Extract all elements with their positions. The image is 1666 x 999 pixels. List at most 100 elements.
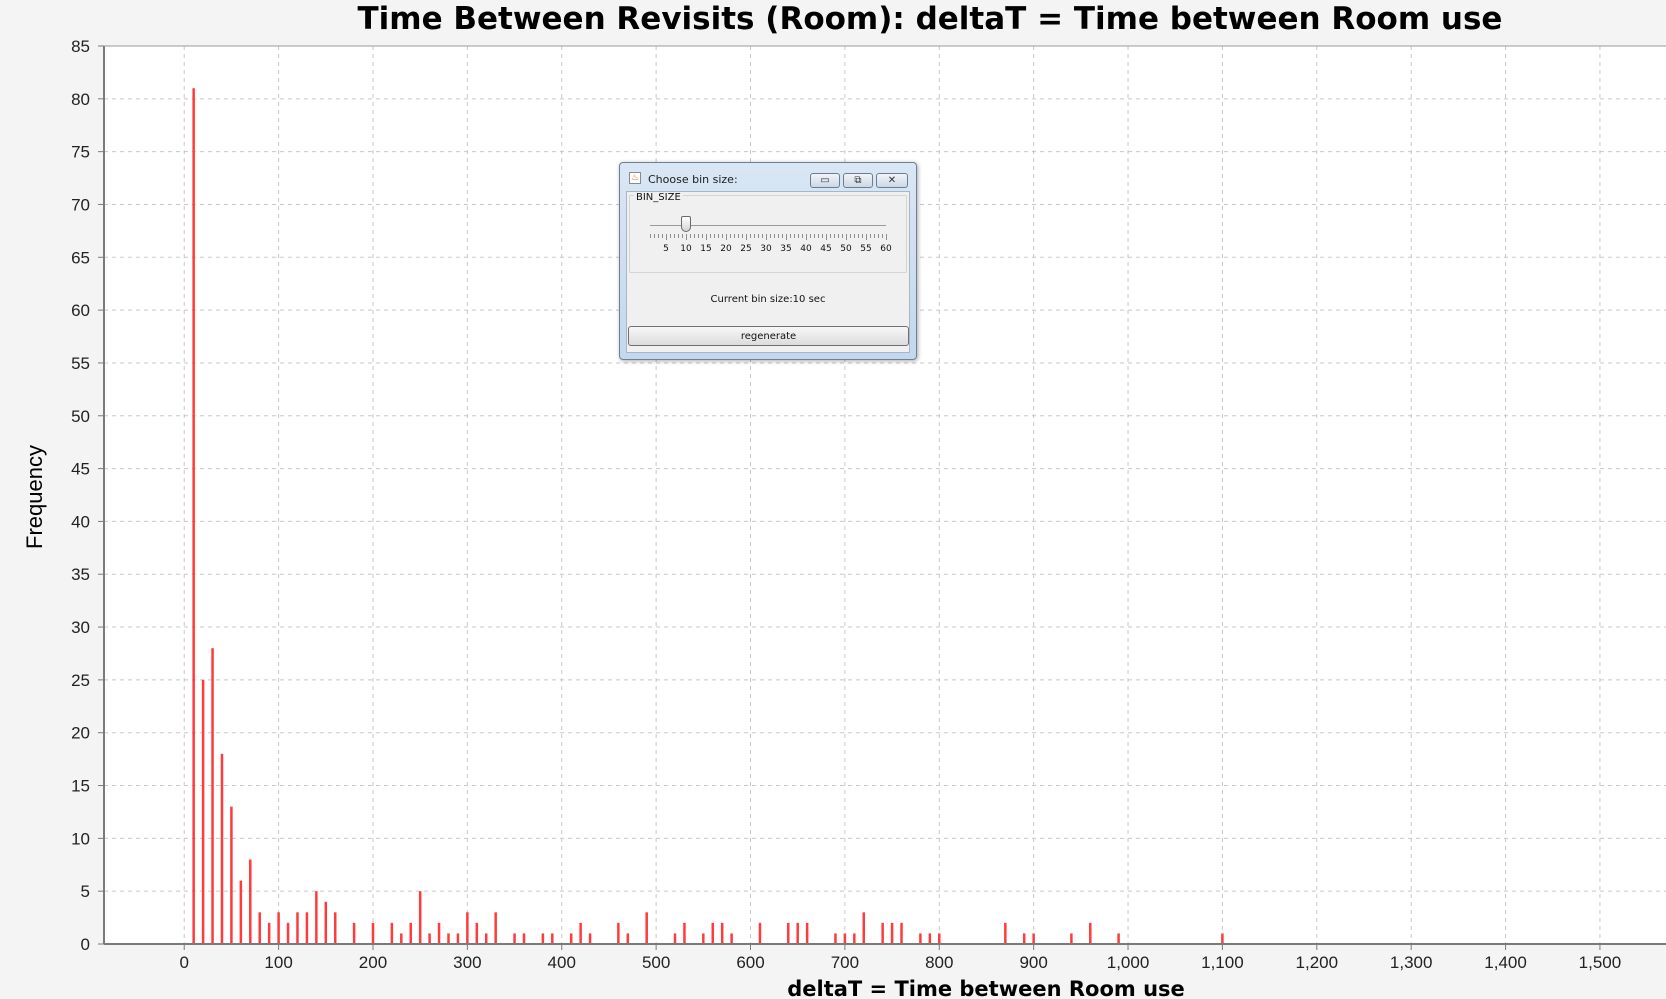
slider-tick-label: 5: [663, 244, 669, 254]
slider-tick: [678, 234, 679, 238]
x-tick-label: 400: [548, 953, 576, 972]
slider-tick: [818, 234, 819, 238]
slider-tick: [842, 234, 843, 238]
bar: [579, 922, 582, 944]
bar: [551, 933, 554, 944]
slider-tick: [838, 234, 839, 238]
bar: [456, 933, 460, 944]
bar: [645, 912, 648, 944]
slider-tick: [674, 234, 675, 238]
y-tick-label: 65: [71, 248, 90, 267]
slider-tick-label: 20: [720, 244, 732, 254]
y-axis-title: Frequency: [22, 445, 47, 549]
slider-tick: [830, 234, 831, 238]
bar: [437, 922, 441, 944]
bar: [588, 933, 592, 944]
slider-tick: [866, 234, 867, 240]
regenerate-button[interactable]: regenerate: [628, 326, 909, 346]
x-tick-label: 1,400: [1484, 953, 1527, 972]
bar: [277, 912, 280, 944]
slider-tick: [850, 234, 851, 238]
slider-tick: [746, 234, 747, 240]
bar: [541, 933, 545, 944]
slider-tick: [882, 234, 883, 238]
bar: [484, 933, 488, 944]
bar: [513, 933, 516, 944]
minimize-icon: ▭: [820, 175, 830, 186]
slider-tick: [766, 234, 767, 240]
bar: [267, 922, 271, 944]
slider-thumb[interactable]: [681, 216, 691, 232]
slider-tick: [750, 234, 751, 238]
bar: [305, 912, 309, 944]
slider-tick: [878, 234, 879, 238]
bar: [805, 922, 809, 944]
y-tick-label: 30: [71, 618, 90, 637]
slider-tick: [754, 234, 755, 238]
slider-tick: [806, 234, 807, 240]
bar: [853, 933, 856, 944]
bar: [400, 933, 403, 944]
bar: [834, 933, 837, 944]
slider-tick-label: 35: [780, 244, 792, 254]
x-tick-label: 0: [179, 953, 188, 972]
slider-tick: [858, 234, 859, 238]
axes: [103, 45, 1666, 945]
slider-tick: [650, 234, 651, 238]
bar: [324, 901, 328, 944]
bar: [466, 912, 469, 944]
slider-tick: [886, 234, 887, 240]
slider-tick: [706, 234, 707, 240]
bar: [1070, 933, 1073, 944]
slider-tick: [790, 234, 791, 238]
y-tick-label: 50: [71, 407, 90, 426]
bar: [1032, 933, 1035, 944]
x-tick-label: 1,100: [1201, 953, 1244, 972]
x-tick-label: 200: [359, 953, 387, 972]
slider-track[interactable]: [650, 225, 886, 226]
bar: [475, 922, 479, 944]
y-tick-label: 25: [71, 671, 90, 690]
grid-lines: [104, 45, 1666, 944]
x-tick-label: 1,500: [1579, 953, 1622, 972]
minimize-button[interactable]: ▭: [810, 173, 840, 188]
chart-title: Time Between Revisits (Room): deltaT = T…: [358, 1, 1503, 37]
slider-tick: [782, 234, 783, 238]
dialog-titlebar[interactable]: ♨ Choose bin size: ▭ ⧉ ✕: [620, 163, 916, 189]
slider-tick: [794, 234, 795, 238]
bar: [371, 922, 375, 944]
slider-tick-label: 10: [680, 244, 692, 254]
bin-size-slider-panel: BIN_SIZE 5 10 15 20 25 30 35 40 45 50 55 60: [629, 192, 907, 273]
bin-size-dialog: ♨ Choose bin size: ▭ ⧉ ✕ BIN_SIZE 5 10 15 2…: [619, 162, 917, 360]
bar: [1022, 933, 1026, 944]
java-app-icon: ♨: [629, 172, 641, 184]
bar: [758, 922, 762, 944]
y-tick-label: 40: [71, 512, 90, 531]
bar: [409, 922, 412, 944]
current-bin-size-label: Current bin size:10 sec: [710, 294, 826, 305]
x-tick-label: 500: [642, 953, 670, 972]
slider-tick: [730, 234, 731, 238]
y-tick-label: 85: [71, 37, 90, 56]
y-tick-label: 70: [71, 195, 90, 214]
bar: [626, 933, 630, 944]
bar: [192, 88, 195, 944]
slider-tick: [694, 234, 695, 238]
slider-tick: [710, 234, 711, 238]
bar: [1221, 933, 1224, 944]
bar: [494, 912, 497, 944]
close-button[interactable]: ✕: [876, 173, 908, 188]
slider-tick: [774, 234, 775, 238]
slider-tick: [670, 234, 671, 238]
bar: [249, 859, 252, 944]
slider-tick: [786, 234, 787, 240]
bar: [796, 922, 799, 944]
slider-tick: [654, 234, 655, 238]
y-tick-label: 35: [71, 565, 90, 584]
bar: [787, 922, 790, 944]
bar: [1089, 922, 1092, 944]
maximize-button[interactable]: ⧉: [843, 173, 873, 188]
bar: [730, 933, 733, 944]
y-axis-ticks: 0 5 10 15 20 25 30 35 40 45 50 55 60 65 70 75 80 85: [71, 37, 104, 954]
bar: [569, 933, 573, 944]
